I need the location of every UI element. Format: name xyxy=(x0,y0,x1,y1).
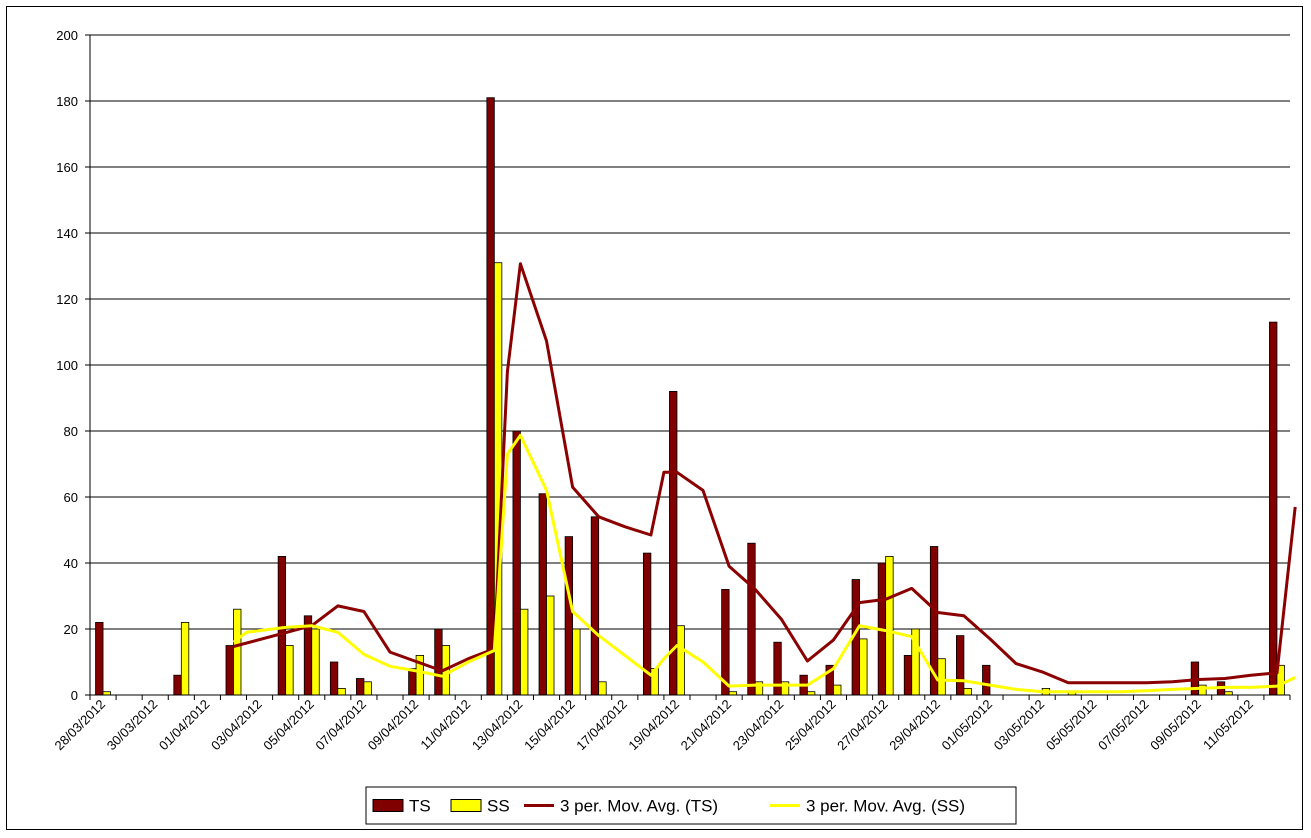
bar-ss xyxy=(937,658,946,696)
y-tick-label: 60 xyxy=(64,490,78,505)
bar-ss xyxy=(598,681,607,696)
x-tick-label: 03/05/2012 xyxy=(991,697,1048,754)
bar-ts xyxy=(903,655,913,696)
bar-ss xyxy=(363,681,372,696)
x-tick-label: 09/04/2012 xyxy=(365,697,422,754)
x-tick-label: 11/05/2012 xyxy=(1200,697,1256,753)
x-tick-label: 19/04/2012 xyxy=(625,697,682,754)
x-tick-label: 23/04/2012 xyxy=(730,697,787,754)
x-tick-label: 05/04/2012 xyxy=(260,697,317,754)
x-tick-label: 28/03/2012 xyxy=(52,697,109,754)
bar-ts xyxy=(434,628,443,696)
legend-label: 3 per. Mov. Avg. (SS) xyxy=(806,797,965,816)
x-tick-label: 01/04/2012 xyxy=(156,697,213,754)
bar-ts xyxy=(538,493,547,696)
x-tick-label: 01/05/2012 xyxy=(938,697,995,754)
bar-ss xyxy=(676,625,685,696)
x-tick-label: 05/05/2012 xyxy=(1043,697,1100,754)
bar-ss xyxy=(285,645,294,696)
bar-ts xyxy=(590,516,600,696)
gridlines xyxy=(90,34,1290,630)
legend-label: TS xyxy=(409,797,431,816)
bar-ss xyxy=(885,556,894,696)
x-tick-label: 21/04/2012 xyxy=(678,697,735,754)
y-tick-label: 100 xyxy=(56,358,78,373)
y-tick-label: 80 xyxy=(64,424,78,439)
x-tick-label: 29/04/2012 xyxy=(886,697,943,754)
bar-ss xyxy=(546,595,555,696)
y-tick-label: 160 xyxy=(56,160,78,175)
x-tick-label: 25/04/2012 xyxy=(782,697,839,754)
x-tick-label: 07/05/2012 xyxy=(1095,697,1152,754)
bar-ts xyxy=(1269,321,1278,696)
y-tick-label: 0 xyxy=(71,688,78,703)
bar-ss xyxy=(311,628,320,696)
bar-ss xyxy=(963,688,972,696)
x-tick-label: 03/04/2012 xyxy=(208,697,265,754)
x-tick-label: 27/04/2012 xyxy=(834,697,891,754)
y-tick-label: 40 xyxy=(64,556,78,571)
y-tick-label: 180 xyxy=(56,94,78,109)
bar-ts xyxy=(956,635,965,696)
legend: TS SS 3 per. Mov. Avg. (TS) 3 per. Mov. Avg… xyxy=(365,786,1017,825)
x-tick-label: 13/04/2012 xyxy=(469,697,526,754)
x-tick-label: 17/04/2012 xyxy=(573,697,630,754)
bar-ts xyxy=(408,668,417,696)
bar-ss xyxy=(337,688,346,696)
y-tick-label: 20 xyxy=(64,622,78,637)
bar-ts xyxy=(95,622,104,696)
legend-swatch-ss xyxy=(450,799,482,812)
line-3-per-mov-avg-ts xyxy=(233,262,1297,685)
x-tick-label: 07/04/2012 xyxy=(312,697,369,754)
bar-ts xyxy=(747,542,756,696)
bar-ts xyxy=(486,97,495,696)
bar-ss xyxy=(233,608,242,696)
bar-ts xyxy=(982,664,991,696)
bar-ts xyxy=(356,678,365,696)
bar-ts xyxy=(277,556,287,696)
bar-ss xyxy=(572,628,581,696)
bar-ts xyxy=(564,536,574,696)
line-3-per-mov-avg-ss xyxy=(232,433,1296,694)
legend-swatch-ts xyxy=(372,799,404,812)
bar-ss xyxy=(833,684,842,696)
bar-ts xyxy=(173,674,182,696)
bar-ts xyxy=(329,661,339,696)
bar-ts xyxy=(225,645,234,696)
chart-frame xyxy=(6,6,1303,830)
x-tick-label: 11/04/2012 xyxy=(417,697,473,753)
bar-ss xyxy=(859,638,868,696)
moving-average-lines xyxy=(232,262,1297,694)
bar-ss xyxy=(520,608,529,696)
x-tick-label: 30/03/2012 xyxy=(104,697,161,754)
y-tick-label: 120 xyxy=(56,292,78,307)
y-tick-label: 140 xyxy=(56,226,78,241)
bar-ss xyxy=(180,622,190,696)
bar-ts xyxy=(512,430,521,696)
y-tick-label: 200 xyxy=(56,28,78,43)
legend-label: SS xyxy=(487,797,510,816)
bar-ts xyxy=(773,641,782,696)
bar-ss xyxy=(1198,684,1207,696)
bars xyxy=(95,97,1285,696)
x-tick-label: 09/05/2012 xyxy=(1147,697,1204,754)
legend-label: 3 per. Mov. Avg. (TS) xyxy=(560,797,718,816)
x-tick-label: 15/04/2012 xyxy=(521,697,578,754)
